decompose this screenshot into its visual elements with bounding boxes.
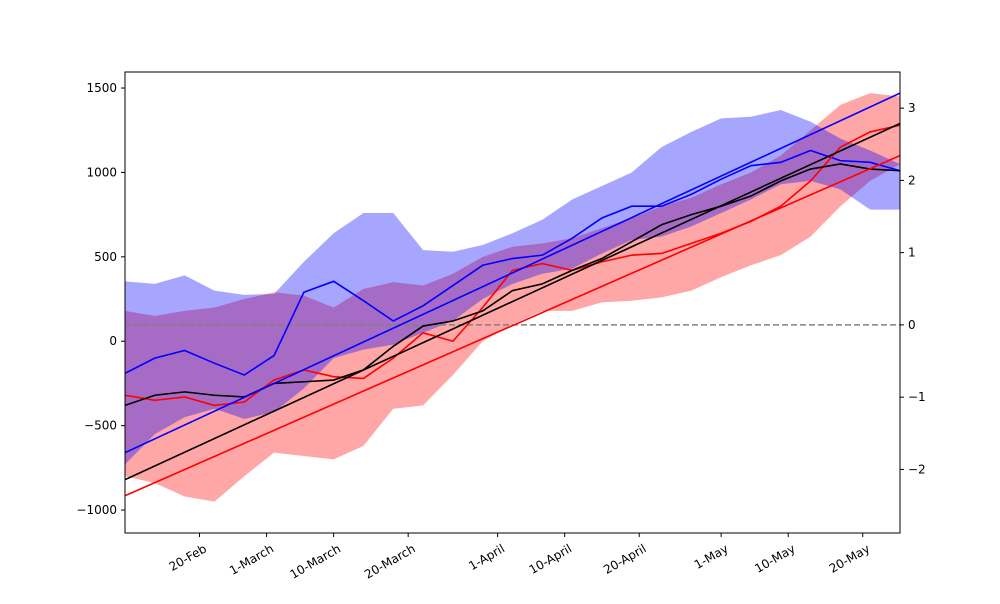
x-tick-label: 20-April — [601, 541, 649, 577]
line — [124, 92, 901, 454]
y-tick-label: 1000 — [86, 165, 117, 179]
y2-tick-label: −1 — [908, 390, 926, 404]
x-tick-label: 1-April — [466, 541, 507, 573]
x-tick-label: 20-March — [362, 541, 418, 581]
y-tick-label: 500 — [94, 250, 117, 264]
x-tick-label: 1-May — [692, 541, 731, 572]
y2-tick-label: 2 — [908, 173, 916, 187]
y-tick-label: −1000 — [76, 503, 117, 517]
y2-tick-label: −2 — [908, 462, 926, 476]
x-tick-label: 10-May — [752, 541, 797, 575]
y-tick-label: −500 — [84, 419, 117, 433]
y-tick-label: 0 — [109, 334, 117, 348]
line — [124, 149, 901, 376]
y2-tick-label: 3 — [908, 101, 916, 115]
x-tick-label: 10-April — [527, 541, 575, 577]
band — [125, 109, 900, 465]
y2-tick-label: 1 — [908, 246, 916, 260]
line — [124, 154, 901, 497]
band — [125, 93, 900, 502]
x-tick-label: 20-Feb — [167, 541, 209, 574]
x-tick-label: 20-May — [827, 541, 872, 575]
line — [124, 124, 901, 407]
x-tick-label: 10-March — [287, 541, 343, 581]
y-tick-label: 1500 — [86, 81, 117, 95]
line — [124, 122, 901, 481]
x-tick-label: 1-March — [227, 541, 276, 577]
plot-frame — [124, 71, 901, 534]
y2-tick-label: 0 — [908, 318, 916, 332]
